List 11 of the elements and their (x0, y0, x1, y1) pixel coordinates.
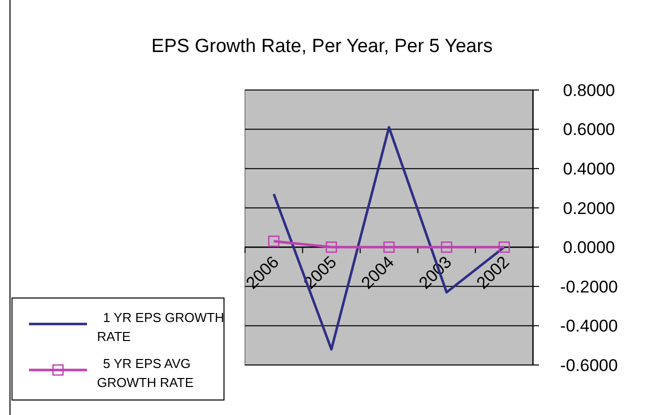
y-tick-label: 0.0000 (563, 238, 615, 258)
y-tick-label: -0.6000 (560, 356, 618, 375)
y-tick-label: 0.8000 (563, 80, 615, 100)
y-tick-label: 0.6000 (563, 120, 615, 140)
y-tick-label: -0.4000 (560, 316, 618, 336)
legend-label: 1 YR EPS GROWTH RATE (97, 310, 224, 344)
y-tick-label: 0.4000 (563, 160, 615, 179)
y-tick-label: -0.2000 (560, 277, 618, 296)
y-tick-label: 0.2000 (563, 198, 615, 218)
legend-label: 5 YR EPS AVG GROWTH RATE (97, 356, 194, 390)
chart-title: EPS Growth Rate, Per Year, Per 5 Years (151, 36, 493, 57)
